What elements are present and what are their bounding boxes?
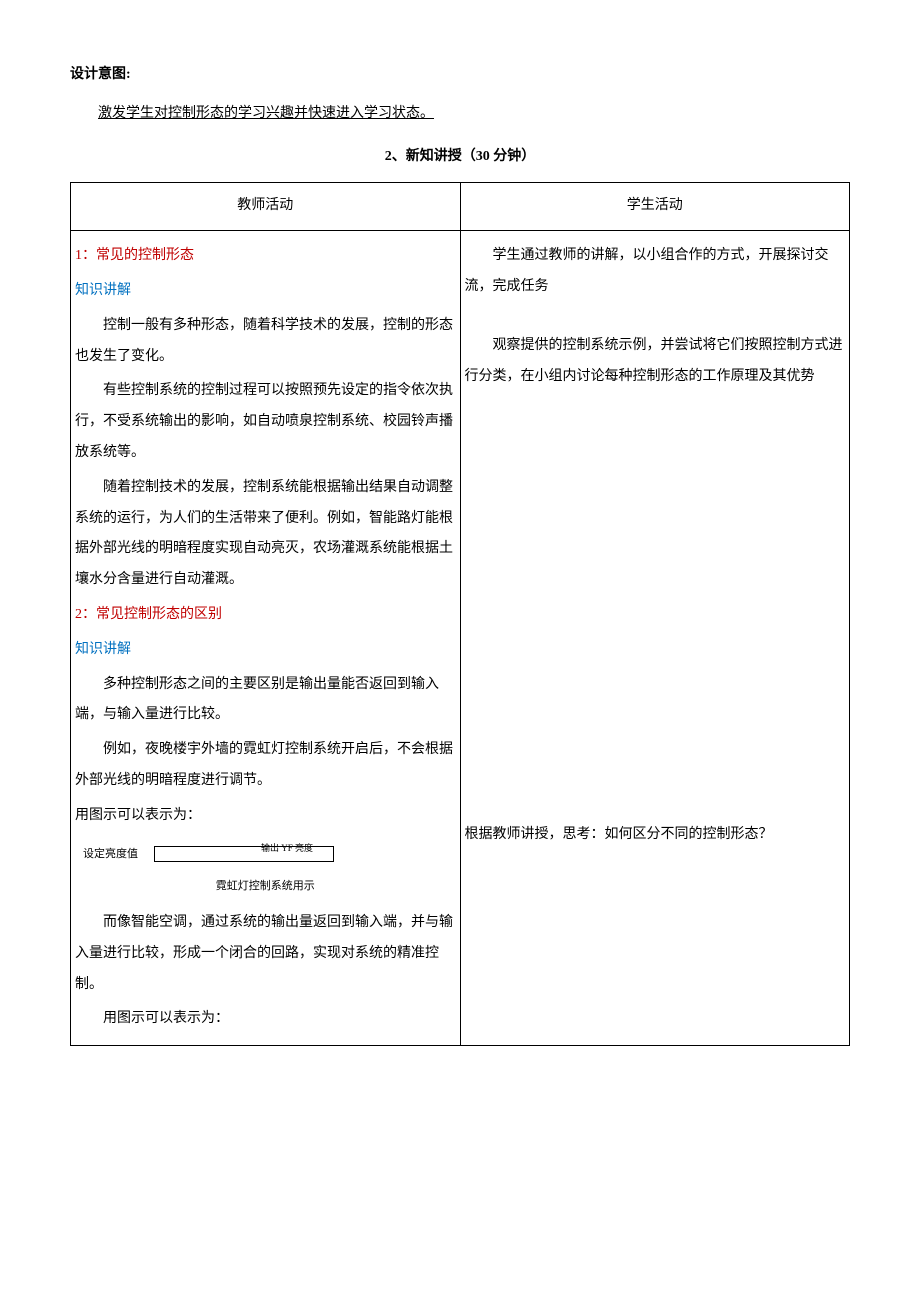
activity-table: 教师活动 学生活动 1：常见的控制形态 知识讲解 控制一般有多种形态，随着科学技…: [70, 182, 850, 1046]
diagram-input-label: 设定亮度值: [75, 842, 146, 866]
table-header-teacher: 教师活动: [71, 183, 461, 231]
teacher-activity-cell: 1：常见的控制形态 知识讲解 控制一般有多种形态，随着科学技术的发展，控制的形态…: [71, 231, 461, 1046]
topic1-paragraph-1: 控制一般有多种形态，随着科学技术的发展，控制的形态也发生了变化。: [75, 311, 456, 373]
section-2-header: 2、新知讲授（30 分钟）: [70, 142, 850, 173]
diagram-output-label: 输出 YF 亮度: [261, 839, 313, 859]
student-paragraph-3: 根据教师讲授，思考：如何区分不同的控制形态？: [465, 820, 846, 851]
topic1-subtitle: 知识讲解: [75, 276, 456, 307]
topic2-paragraph-3: 用图示可以表示为：: [75, 801, 456, 832]
design-intent-title: 设计意图:: [70, 60, 850, 91]
design-intent-body: 激发学生对控制形态的学习兴趣并快速进入学习状态。: [70, 99, 850, 130]
spacer: [465, 307, 846, 327]
topic2-paragraph-5: 用图示可以表示为：: [75, 1004, 456, 1035]
topic1-paragraph-2: 有些控制系统的控制过程可以按照预先设定的指令依次执行，不受系统输出的影响，如自动…: [75, 376, 456, 468]
topic2-paragraph-4: 而像智能空调，通过系统的输出量返回到输入端，并与输入量进行比较，形成一个闭合的回…: [75, 908, 456, 1000]
topic2-paragraph-1: 多种控制形态之间的主要区别是输出量能否返回到输入端，与输入量进行比较。: [75, 670, 456, 732]
spacer: [465, 396, 846, 816]
diagram-caption: 霓虹灯控制系统用示: [75, 874, 456, 898]
student-activity-cell: 学生通过教师的讲解，以小组合作的方式，开展探讨交流，完成任务 观察提供的控制系统…: [460, 231, 850, 1046]
topic1-paragraph-3: 随着控制技术的发展，控制系统能根据输出结果自动调整系统的运行，为人们的生活带来了…: [75, 473, 456, 596]
topic2-subtitle: 知识讲解: [75, 635, 456, 666]
neon-diagram: 设定亮度值 输出 YF 亮度 霓虹灯控制系统用示: [75, 842, 456, 898]
topic2-paragraph-2: 例如，夜晚楼宇外墙的霓虹灯控制系统开启后，不会根据外部光线的明暗程度进行调节。: [75, 735, 456, 797]
diagram-rect: 输出 YF 亮度: [154, 846, 334, 862]
table-header-student: 学生活动: [460, 183, 850, 231]
student-paragraph-1: 学生通过教师的讲解，以小组合作的方式，开展探讨交流，完成任务: [465, 241, 846, 303]
topic2-title: 2：常见控制形态的区别: [75, 600, 456, 631]
student-paragraph-2: 观察提供的控制系统示例，并尝试将它们按照控制方式进行分类，在小组内讨论每种控制形…: [465, 331, 846, 393]
topic1-title: 1：常见的控制形态: [75, 241, 456, 272]
